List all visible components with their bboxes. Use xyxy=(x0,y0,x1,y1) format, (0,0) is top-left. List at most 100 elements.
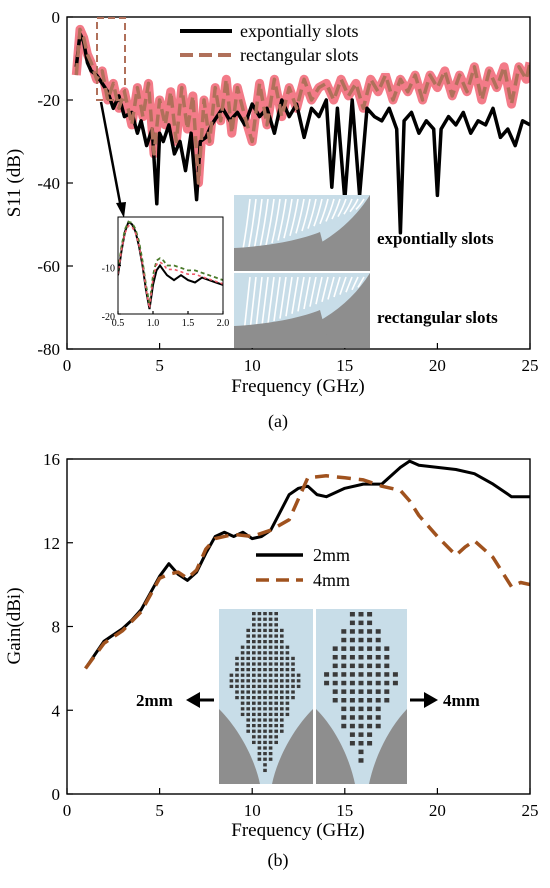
unit-cell xyxy=(285,662,290,666)
series-4mm-line xyxy=(84,474,530,670)
unit-cell xyxy=(341,698,347,703)
unit-cell xyxy=(235,656,239,661)
unit-cell xyxy=(384,655,390,660)
unit-cell xyxy=(358,689,364,694)
unit-cell xyxy=(268,757,273,761)
unit-cell xyxy=(349,715,355,720)
unit-cell xyxy=(268,673,273,677)
unit-cell xyxy=(274,623,278,627)
antenna-patch-rect xyxy=(234,310,330,348)
slot-line xyxy=(357,276,365,288)
antenna-ground-exp xyxy=(234,195,370,271)
slot-line xyxy=(255,276,263,329)
unit-cell xyxy=(263,662,267,666)
unit-cell xyxy=(274,668,278,672)
unit-cell xyxy=(252,701,256,705)
unit-cell xyxy=(257,645,262,649)
unit-cell xyxy=(291,668,295,672)
inset-series-expontially xyxy=(118,220,223,310)
unit-cell xyxy=(274,735,278,739)
unit-cell xyxy=(285,651,290,655)
slot-line xyxy=(273,276,281,322)
panel-a-legend-box xyxy=(174,18,390,73)
unit-cell xyxy=(291,656,295,661)
unit-cell xyxy=(332,663,338,669)
panel-a-series-group xyxy=(71,24,530,235)
unit-cell xyxy=(349,637,355,643)
unit-cell xyxy=(268,612,273,616)
unit-cell xyxy=(285,696,290,700)
unit-cell xyxy=(252,628,256,633)
unit-cell xyxy=(274,718,278,722)
unit-cell xyxy=(263,684,267,689)
panel-a-y-axis-label: S11 (dB) xyxy=(4,149,25,217)
unit-cell xyxy=(358,715,364,720)
unit-cell xyxy=(252,612,256,616)
x-tick-label: 20 xyxy=(429,801,446,820)
unit-cell xyxy=(375,655,381,660)
slot-line xyxy=(283,198,293,239)
unit-cell xyxy=(375,689,381,694)
unit-cell xyxy=(257,707,262,711)
y-tick-label: -10 xyxy=(102,264,115,275)
unit-cell xyxy=(268,634,273,638)
panel-a-legend: expontially slots rectangular slots xyxy=(174,18,390,73)
unit-cell xyxy=(358,680,364,686)
unit-cell xyxy=(257,634,262,638)
unit-cell xyxy=(252,707,256,711)
panel-b-gain-chart: 0 5 10 15 20 25 0 4 8 12 16 Frequency (GHz) Gain(d… xyxy=(4,450,539,841)
antenna-ground-left-2mm xyxy=(219,709,260,784)
unit-cell xyxy=(280,662,284,666)
unit-cell xyxy=(268,656,273,661)
unit-cell xyxy=(246,656,250,661)
unit-cell xyxy=(246,640,250,644)
unit-cell xyxy=(246,690,250,694)
unit-cell xyxy=(263,651,267,655)
unit-cell xyxy=(268,668,273,672)
unit-cell xyxy=(252,684,256,689)
unit-cell xyxy=(263,640,267,644)
unit-cell xyxy=(349,620,355,626)
unit-cell xyxy=(367,612,373,617)
unit-cell xyxy=(384,680,390,686)
rectangular-slot-pattern xyxy=(243,276,365,334)
unit-cell xyxy=(257,718,262,722)
unit-cell xyxy=(257,617,262,621)
unit-cell xyxy=(263,729,267,733)
unit-cell xyxy=(263,656,267,661)
unit-cell xyxy=(367,732,373,737)
arrow-2mm-head xyxy=(186,692,200,708)
unit-cell xyxy=(367,689,373,694)
slot-line xyxy=(333,276,341,298)
unit-cell xyxy=(252,651,256,655)
unit-cell xyxy=(252,718,256,722)
unit-cell xyxy=(392,672,398,677)
unit-cell xyxy=(246,729,250,733)
unit-cell xyxy=(296,679,301,683)
unit-cell xyxy=(367,629,373,634)
unit-cell xyxy=(252,696,256,700)
unit-cell xyxy=(367,663,373,669)
unit-cell xyxy=(280,684,284,689)
unit-cell xyxy=(252,662,256,666)
unit-cell xyxy=(324,672,330,677)
arrow-4mm-head xyxy=(424,692,438,708)
unit-cell xyxy=(268,623,273,627)
unit-cell xyxy=(263,768,267,773)
panel-a-x-axis-label: Frequency (GHz) xyxy=(231,376,364,397)
unit-cell xyxy=(246,634,250,638)
unit-cell xyxy=(285,707,290,711)
y-tick-label: -80 xyxy=(37,340,60,359)
unit-cell xyxy=(274,673,278,677)
unit-cell xyxy=(280,645,284,649)
antenna-patch-exp xyxy=(234,232,330,271)
unit-cell xyxy=(246,662,250,666)
slot-line xyxy=(295,198,305,234)
x-tick-label: 25 xyxy=(522,801,539,820)
unit-cell xyxy=(268,724,273,728)
unit-cell xyxy=(358,672,364,677)
slot-line xyxy=(313,198,323,227)
unit-cell xyxy=(285,701,290,705)
y-tick-label: 12 xyxy=(43,534,60,553)
unit-cell xyxy=(246,645,250,649)
